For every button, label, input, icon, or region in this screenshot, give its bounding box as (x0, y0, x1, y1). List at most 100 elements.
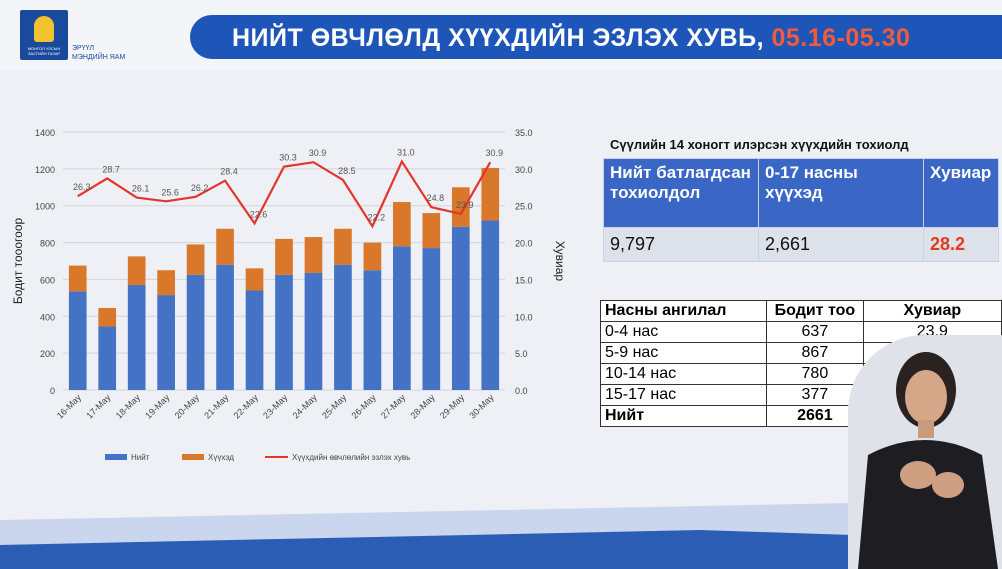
bar-children (451, 187, 470, 227)
y-tick-label: 0 (50, 386, 55, 396)
x-tick-label: 21-May (202, 392, 231, 421)
line-data-label: 28.4 (220, 167, 238, 177)
age-group-cell: 15-17 нас (599, 384, 768, 406)
y2-tick-label: 15.0 (515, 275, 533, 285)
bar-total (68, 291, 87, 390)
legend-label-percent: Хүүхдийн өвчлөлийн эзлэх хувь (292, 453, 410, 462)
x-tick-label: 16-May (55, 392, 84, 421)
y-tick-label: 1000 (35, 202, 55, 212)
summary-percent-value: 28.2 (923, 227, 999, 262)
y2-tick-label: 0.0 (515, 386, 528, 396)
soyombo-emblem-icon (34, 16, 54, 42)
line-data-label: 26.3 (73, 182, 91, 192)
age-count-cell: 377 (766, 384, 864, 406)
y-tick-label: 600 (40, 275, 55, 285)
interpreter-figure (848, 335, 1002, 569)
y2-axis-title: Хувиар (553, 241, 567, 281)
bar-total (451, 226, 470, 390)
line-data-label: 30.3 (279, 153, 297, 163)
bar-total (245, 290, 264, 390)
x-tick-label: 29-May (438, 392, 467, 421)
x-tick-label: 20-May (173, 392, 202, 421)
x-tick-label: 25-May (320, 392, 349, 421)
legend-swatch-children (182, 454, 204, 460)
bar-total (481, 220, 500, 390)
age-count-cell: 780 (766, 363, 864, 385)
bar-children (245, 268, 264, 291)
y-tick-label: 800 (40, 239, 55, 249)
legend-label-total: Нийт (131, 453, 150, 462)
title-banner (190, 15, 1002, 59)
age-count-cell: 637 (766, 321, 864, 343)
bar-children (68, 265, 87, 292)
sign-language-interpreter-video (848, 335, 1002, 569)
line-data-label: 25.6 (161, 187, 179, 197)
page-title: НИЙТ ӨВЧЛӨЛД ХҮҮХДИЙН ЭЗЛЭХ ХУВЬ, 05.16-… (232, 24, 910, 53)
x-tick-label: 27-May (379, 392, 408, 421)
government-logo: МОНГОЛ УЛСЫН ЗАСГИЙН ГАЗАР (20, 10, 68, 60)
x-tick-label: 17-May (84, 392, 113, 421)
x-tick-label: 19-May (143, 392, 172, 421)
x-tick-label: 26-May (350, 392, 379, 421)
ministry-line-1: ЭРҮҮЛ (72, 45, 95, 52)
bar-children (157, 270, 175, 296)
x-tick-label: 23-May (261, 392, 290, 421)
bar-total (127, 284, 146, 390)
age-header-group: Насны ангилал (599, 300, 768, 322)
summary-children-value: 2,661 (758, 227, 924, 262)
bar-total (334, 264, 352, 390)
title-date: 05.16-05.30 (771, 24, 911, 52)
x-tick-label: 22-May (232, 392, 261, 421)
bar-total (422, 248, 441, 390)
line-data-label: 31.0 (397, 147, 415, 157)
x-tick-label: 28-May (408, 392, 437, 421)
age-group-cell: 0-4 нас (599, 321, 768, 343)
summary-table-title: Сүүлийн 14 хоногт илэрсэн хүүхдийн тохио… (610, 137, 909, 152)
bar-total (363, 270, 382, 390)
summary-header-children: 0-17 насны хүүхэд (758, 158, 924, 228)
age-group-cell: 10-14 нас (599, 363, 768, 385)
age-group-table: Насны ангилал Бодит тоо Хувиар 0-4 нас 6… (599, 300, 1002, 427)
ministry-line-2: МЭНДИЙН ЯАМ (72, 54, 126, 61)
line-data-label: 26.1 (132, 184, 150, 194)
combo-chart: 0 200 400 600 800 1000 1200 1400 0.0 5.0 10.0 15.0 2… (11, 128, 567, 462)
summary-header-total: Нийт батлагдсан тохиолдол (603, 158, 759, 228)
age-count-cell: 867 (766, 342, 864, 364)
y2-tick-label: 25.0 (515, 202, 533, 212)
y2-tick-label: 30.0 (515, 165, 533, 175)
bar-children (186, 244, 205, 275)
bar-total (304, 272, 323, 390)
bar-children (216, 228, 234, 265)
y2-tick-label: 35.0 (515, 128, 533, 138)
line-percent-series (77, 159, 492, 229)
bar-total (157, 295, 175, 390)
y2-tick-label: 10.0 (515, 312, 533, 322)
bar-total (393, 246, 411, 390)
line-data-label: 30.9 (486, 148, 504, 158)
line-data-label: 28.7 (102, 164, 120, 174)
line-data-label: 24.8 (427, 193, 445, 203)
summary-total-value: 9,797 (603, 227, 759, 262)
bar-total (98, 326, 117, 390)
bar-children (393, 202, 411, 247)
line-data-label: 22.6 (250, 209, 268, 219)
bar-total (275, 274, 293, 390)
legend-swatch-total (105, 454, 127, 460)
ministry-name: ЭРҮҮЛ МЭНДИЙН ЯАМ (72, 44, 125, 62)
bar-total (186, 274, 205, 390)
bar-children (304, 237, 323, 273)
bar-total (216, 264, 234, 390)
y2-tick-label: 5.0 (515, 349, 528, 359)
age-header-count: Бодит тоо (766, 300, 864, 322)
y-tick-label: 200 (40, 349, 55, 359)
summary-table: Нийт батлагдсан тохиолдол 0-17 насны хүү… (603, 158, 999, 262)
line-data-label: 22.2 (368, 212, 386, 222)
legend-label-children: Хүүхэд (208, 453, 234, 462)
age-header-percent: Хувиар (862, 300, 1002, 322)
x-tick-label: 24-May (291, 392, 320, 421)
y-tick-label: 400 (40, 312, 55, 322)
logo-caption: МОНГОЛ УЛСЫН ЗАСГИЙН ГАЗАР (27, 46, 61, 56)
y-tick-label: 1200 (35, 165, 55, 175)
line-data-label: 28.5 (338, 166, 356, 176)
